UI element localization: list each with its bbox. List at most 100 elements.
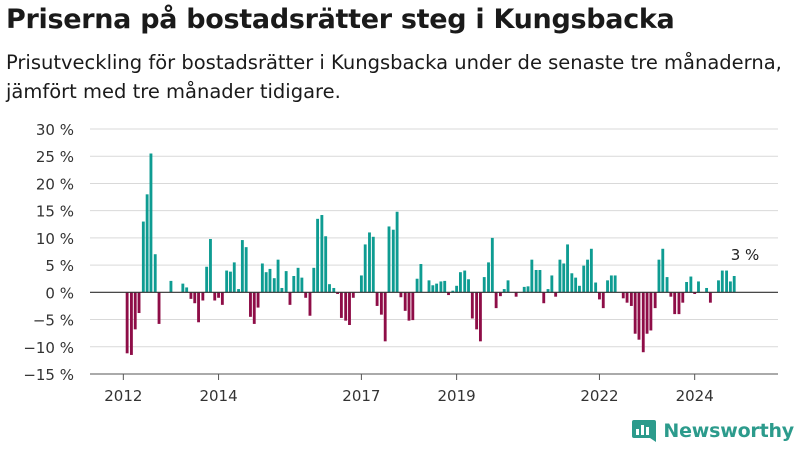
bar — [673, 292, 677, 315]
bar — [292, 276, 296, 293]
x-tick-label: 2022 — [580, 387, 618, 405]
bar — [677, 292, 681, 315]
bar — [689, 276, 693, 293]
bar — [371, 236, 375, 293]
bar — [685, 281, 689, 293]
bar — [149, 153, 153, 293]
x-tick-label: 2019 — [438, 387, 476, 405]
bar — [316, 218, 320, 293]
bar — [494, 292, 498, 309]
bar — [502, 289, 506, 293]
bar — [705, 287, 709, 293]
bar — [415, 278, 419, 293]
bar — [336, 292, 340, 294]
brand-name: Newsworthy — [663, 420, 794, 442]
bar — [403, 292, 407, 311]
bar — [558, 259, 562, 293]
bar — [244, 247, 248, 293]
bar — [637, 292, 641, 340]
bar — [645, 292, 649, 334]
chart-subtitle: Prisutveckling för bostadsrätter i Kungs… — [6, 51, 782, 103]
y-tick-label: −5 % — [33, 312, 74, 330]
bar — [237, 289, 240, 293]
bar — [220, 292, 224, 305]
bar — [463, 270, 467, 293]
bar — [586, 259, 589, 293]
bar — [633, 292, 637, 334]
bar — [145, 194, 149, 293]
y-tick-label: 5 % — [45, 257, 74, 275]
bar — [133, 292, 137, 330]
bar — [339, 292, 343, 318]
bar — [693, 292, 697, 294]
y-tick-label: 25 % — [36, 148, 74, 166]
bar — [137, 292, 141, 314]
bar — [514, 292, 518, 297]
bar — [205, 266, 209, 293]
bar — [276, 259, 280, 293]
bar — [249, 292, 252, 317]
bar — [451, 290, 455, 293]
bar — [185, 287, 189, 293]
y-tick-label: 10 % — [36, 230, 74, 248]
bar — [589, 248, 593, 293]
bar — [661, 248, 665, 293]
bar — [625, 292, 629, 303]
bar — [229, 271, 232, 293]
bar — [475, 292, 479, 330]
bar — [435, 283, 439, 293]
bar — [169, 280, 173, 293]
bar — [566, 244, 569, 293]
bar — [609, 275, 613, 293]
bar — [458, 272, 462, 293]
bar — [304, 292, 308, 298]
bar — [649, 292, 653, 331]
bar — [641, 292, 645, 353]
bar — [153, 254, 157, 293]
bar — [332, 287, 336, 293]
bar — [296, 267, 300, 293]
bar — [280, 287, 284, 293]
x-tick-label: 2012 — [104, 387, 142, 405]
bar — [447, 292, 450, 296]
bar — [478, 292, 482, 342]
bar — [284, 271, 288, 293]
bar — [522, 286, 526, 293]
bar — [570, 273, 574, 293]
bar — [141, 221, 145, 293]
bar — [264, 272, 268, 293]
bar — [487, 262, 490, 293]
bar — [550, 275, 554, 293]
bar — [534, 270, 538, 293]
bar — [272, 278, 276, 293]
bar — [351, 292, 355, 298]
bar — [728, 281, 732, 293]
bar — [395, 211, 399, 293]
x-tick-label: 2014 — [199, 387, 237, 405]
bar — [546, 289, 550, 293]
bar — [562, 263, 566, 293]
bar — [601, 292, 605, 309]
bar — [252, 292, 256, 324]
bar — [427, 280, 431, 293]
bar — [697, 281, 700, 293]
bar — [256, 292, 260, 308]
bar — [268, 268, 272, 293]
x-tick-label: 2017 — [342, 387, 380, 405]
bar — [482, 277, 486, 293]
bar — [399, 292, 403, 298]
bar — [240, 240, 244, 293]
y-tick-label: 20 % — [36, 175, 74, 193]
bar — [657, 259, 661, 293]
bar — [201, 292, 205, 301]
bar — [344, 292, 348, 321]
y-tick-label: 30 % — [36, 121, 74, 139]
last-value-label: 3 % — [731, 246, 760, 264]
bar — [189, 292, 193, 299]
bar — [407, 292, 411, 321]
bar — [217, 292, 220, 298]
page-title: Priserna på bostadsrätter steg i Kungsba… — [6, 4, 675, 35]
bar — [606, 280, 609, 293]
bar — [526, 286, 530, 293]
bar — [681, 292, 685, 303]
